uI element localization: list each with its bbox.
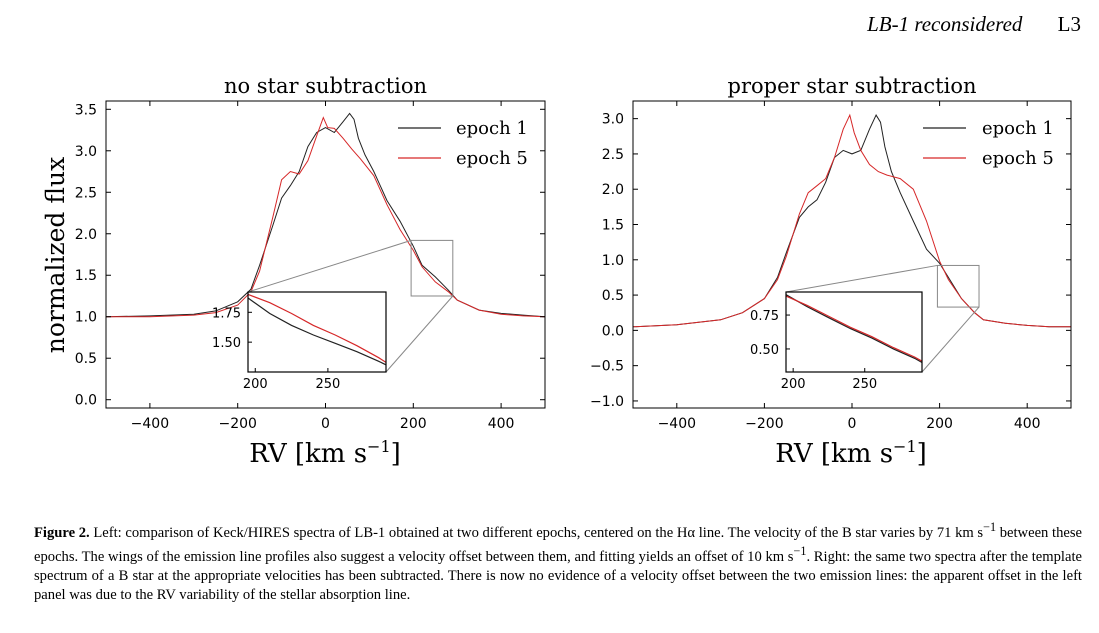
y-tick-label: 1.0 <box>75 310 97 326</box>
x-tick-label: 200 <box>926 416 953 432</box>
y-tick-label: 1.5 <box>75 268 97 284</box>
figure-2: normalized flux no star subtraction −400 −… <box>41 74 1072 469</box>
y-tick-label: 2.5 <box>602 147 624 163</box>
legend-label: epoch 5 <box>982 148 1054 169</box>
inset-y-tick-label: 0.50 <box>750 343 779 358</box>
inset-series-line-1 <box>785 294 923 364</box>
zoom-connector <box>785 264 938 293</box>
page-number: L3 <box>1057 12 1081 36</box>
inset-y-tick-label: 1.75 <box>212 306 241 321</box>
panel-title: proper star subtraction <box>728 74 977 98</box>
y-tick-label: 1.5 <box>602 218 624 234</box>
y-tick-label: 0.5 <box>75 351 97 367</box>
caption-text-1: Left: comparison of Keck/HIRES spectra o… <box>89 524 984 541</box>
legend-label: epoch 1 <box>456 118 528 139</box>
x-tick-label: 400 <box>488 416 515 432</box>
caption-text-2: between these epochs. The wings of the e… <box>34 524 1082 566</box>
x-tick-label: 200 <box>400 416 427 432</box>
inset-frame <box>785 291 923 373</box>
y-tick-label: 3.0 <box>602 112 624 128</box>
inset-series-line-1 <box>247 297 387 366</box>
inset-background <box>786 292 922 372</box>
inset-y-tick-label: 0.75 <box>750 309 779 324</box>
x-tick-label: −400 <box>131 416 169 432</box>
inset-x-tick-label: 200 <box>243 377 268 392</box>
x-tick-label: 400 <box>1014 416 1041 432</box>
zoom-connector <box>247 239 412 293</box>
y-tick-label: 0.5 <box>602 288 624 304</box>
x-tick-label: −400 <box>658 416 696 432</box>
y-tick-label: −0.5 <box>590 359 624 375</box>
legend-label: epoch 1 <box>982 118 1054 139</box>
legend-label: epoch 5 <box>456 148 528 169</box>
x-tick-label: −200 <box>218 416 256 432</box>
inset-y-tick-label: 1.50 <box>212 336 241 351</box>
inset-x-tick-label: 200 <box>781 377 806 392</box>
y-tick-label: 3.5 <box>75 102 97 118</box>
inset-background <box>248 292 386 372</box>
y-tick-label: 2.5 <box>75 185 97 201</box>
inset-x-tick-label: 250 <box>315 377 340 392</box>
y-tick-label: 3.0 <box>75 144 97 160</box>
caption-sup-2: −1 <box>793 544 807 559</box>
x-tick-label: 0 <box>321 416 330 432</box>
x-axis-label-right: RV [km s−1] <box>775 437 927 469</box>
y-tick-label: 0.0 <box>602 323 624 339</box>
y-tick-label: 2.0 <box>602 182 624 198</box>
inset-frame <box>247 291 387 373</box>
x-axis-label-left: RV [km s−1] <box>249 437 401 469</box>
inset-series-line-2 <box>785 295 923 362</box>
zoom-region <box>936 264 980 308</box>
zoom-region <box>410 239 454 297</box>
panel-title: no star subtraction <box>224 74 427 98</box>
caption-label: Figure 2. <box>34 524 90 541</box>
inset-series-line-2 <box>247 293 387 363</box>
figure-caption: Figure 2. Left: comparison of Keck/HIRES… <box>34 518 1082 604</box>
y-tick-label: 0.0 <box>75 393 97 409</box>
y-tick-label: 1.0 <box>602 253 624 269</box>
y-tick-label: −1.0 <box>590 394 624 410</box>
x-tick-label: −200 <box>745 416 783 432</box>
running-header: LB-1 reconsidered L3 <box>867 12 1081 37</box>
x-tick-label: 0 <box>848 416 857 432</box>
y-axis-label: normalized flux <box>41 157 70 354</box>
inset-x-tick-label: 250 <box>852 377 877 392</box>
zoom-connector <box>921 306 980 373</box>
panel-right: proper star subtraction −400 −200 0 200 400 −1… <box>590 74 1072 432</box>
series-line-1 <box>105 112 546 318</box>
caption-text-3: . Right: the same two spectra after the … <box>34 549 1082 603</box>
running-title: LB-1 reconsidered <box>867 12 1023 36</box>
zoom-connector <box>385 295 454 373</box>
caption-sup-1: −1 <box>983 520 997 534</box>
panel-left: no star subtraction −400 −200 0 200 400 0.0 0.5… <box>75 74 546 432</box>
y-tick-label: 2.0 <box>75 227 97 243</box>
